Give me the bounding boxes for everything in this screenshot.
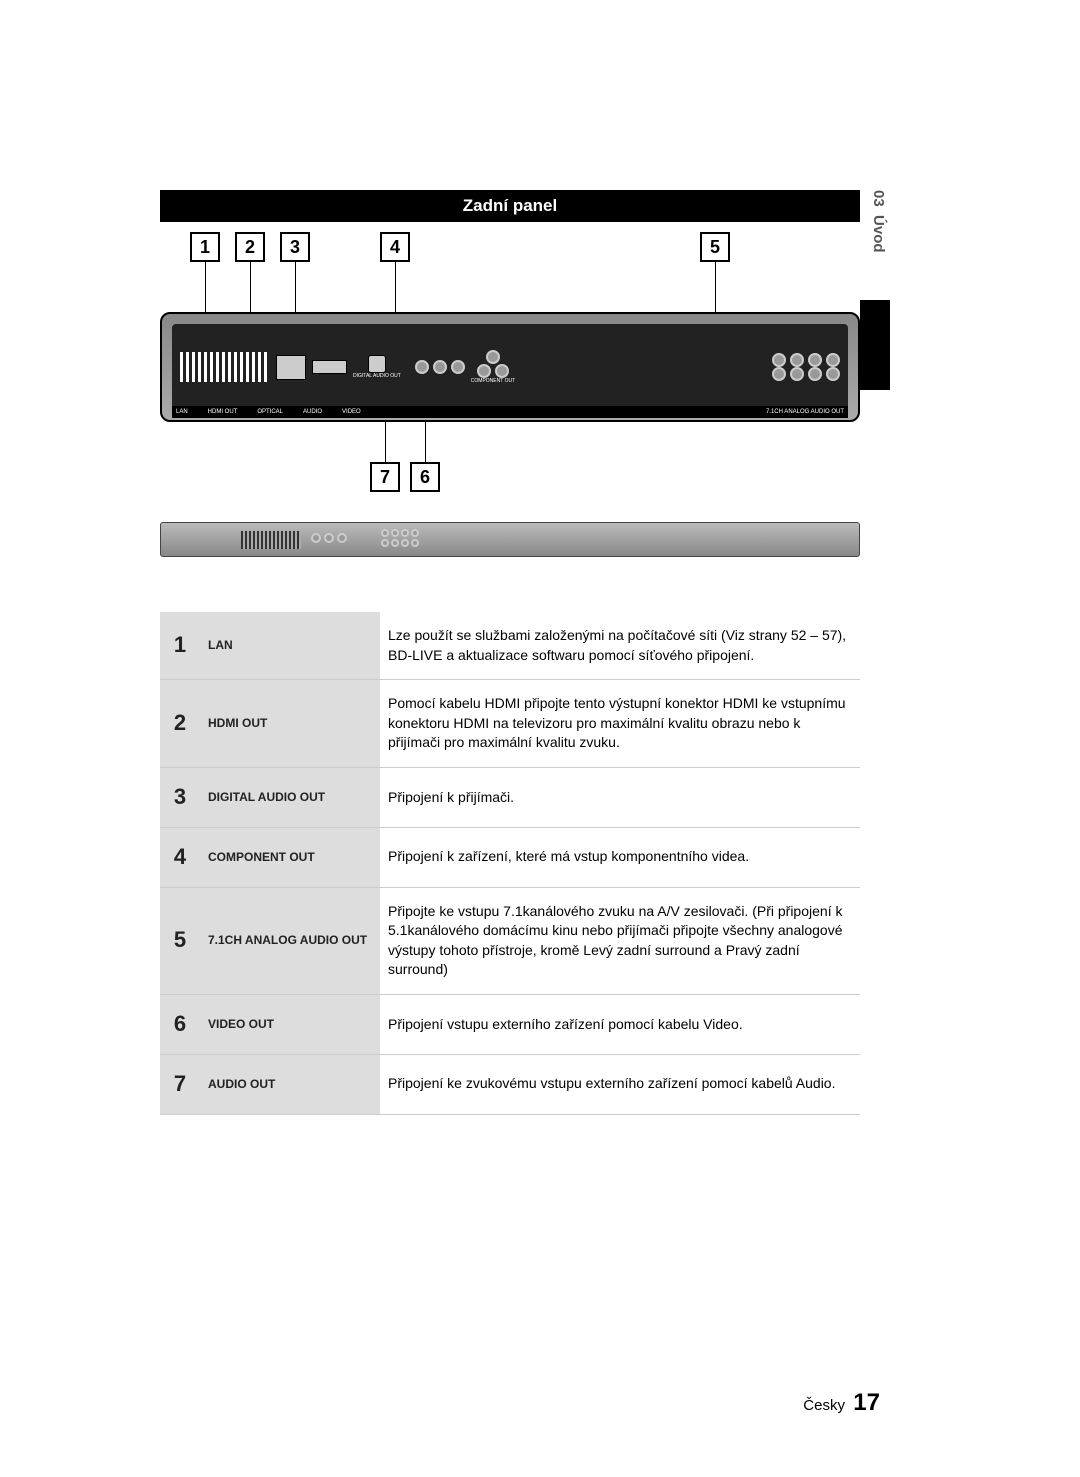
optical-port-group: DIGITAL AUDIO OUT (353, 355, 401, 379)
vent-grille (180, 352, 270, 382)
row-name: 7.1CH ANALOG AUDIO OUT (200, 887, 380, 994)
thumb-index (860, 300, 890, 390)
row-name: AUDIO OUT (200, 1054, 380, 1114)
row-num: 1 (160, 612, 200, 680)
row-num: 3 (160, 767, 200, 827)
connector-table: 1 LAN Lze použít se službami založenými … (160, 612, 860, 1115)
callout-1: 1 (190, 232, 220, 262)
callout-4: 4 (380, 232, 410, 262)
row-name: HDMI OUT (200, 680, 380, 768)
row-desc: Připojení k zařízení, které má vstup kom… (380, 827, 860, 887)
row-desc: Lze použít se službami založenými na poč… (380, 612, 860, 680)
device-rear-small (160, 522, 860, 557)
section-header: Zadní panel (160, 190, 860, 222)
callout-2: 2 (235, 232, 265, 262)
audio-out-group (415, 360, 465, 374)
chapter-tab: 03 Úvod (870, 190, 887, 253)
row-desc: Připojení ke zvukovému vstupu externího … (380, 1054, 860, 1114)
callout-6: 6 (410, 462, 440, 492)
row-desc: Připojení vstupu externího zařízení pomo… (380, 994, 860, 1054)
row-num: 6 (160, 994, 200, 1054)
row-desc: Pomocí kabelu HDMI připojte tento výstup… (380, 680, 860, 768)
row-name: LAN (200, 612, 380, 680)
callout-5: 5 (700, 232, 730, 262)
row-name: VIDEO OUT (200, 994, 380, 1054)
row-name: COMPONENT OUT (200, 827, 380, 887)
row-num: 4 (160, 827, 200, 887)
lan-port-group (276, 355, 306, 380)
row-desc: Připojení k přijímači. (380, 767, 860, 827)
hdmi-port-group (312, 360, 347, 374)
device-rear-large: DIGITAL AUDIO OUT COMPONENT OUT LAN (160, 312, 860, 422)
row-num: 2 (160, 680, 200, 768)
row-num: 5 (160, 887, 200, 994)
callout-7: 7 (370, 462, 400, 492)
device-label-strip: LAN HDMI OUT OPTICAL AUDIO VIDEO 7.1CH A… (172, 406, 848, 418)
row-desc: Připojte ke vstupu 7.1kanálového zvuku n… (380, 887, 860, 994)
callout-3: 3 (280, 232, 310, 262)
page-footer: Česky 17 (803, 1389, 880, 1417)
component-out-group: COMPONENT OUT (471, 350, 515, 384)
analog-71-group (772, 353, 840, 381)
row-num: 7 (160, 1054, 200, 1114)
row-name: DIGITAL AUDIO OUT (200, 767, 380, 827)
rear-panel-diagram: 1 2 3 4 5 DIGITAL AUDIO OUT (160, 232, 860, 592)
